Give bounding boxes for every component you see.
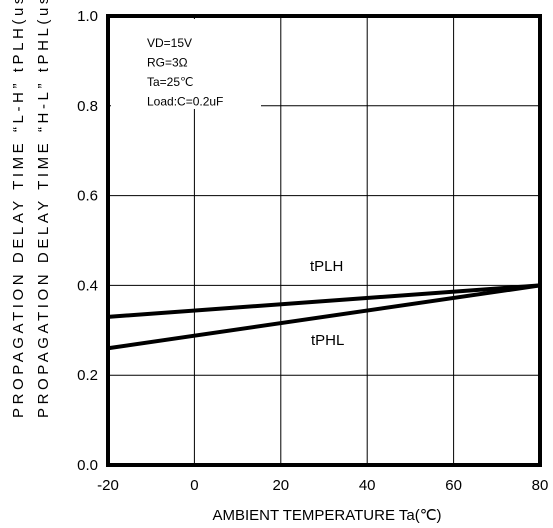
condition-ta: Ta=25℃ — [147, 75, 194, 89]
y-tick-label: 0.4 — [77, 277, 98, 294]
grid — [108, 16, 540, 465]
condition-load: Load:C=0.2uF — [147, 95, 223, 109]
y-axis-label-tphl: PROPAGATION DELAY TIME “H-L” tPHL(us) — [35, 0, 52, 418]
x-tick-label: 0 — [190, 477, 198, 494]
y-tick-label: 0.8 — [77, 98, 98, 115]
x-tick-label: 40 — [359, 477, 376, 494]
condition-rg: RG=3Ω — [147, 56, 188, 70]
condition-vd: VD=15V — [147, 36, 192, 50]
series-label-tplh: tPLH — [310, 258, 343, 275]
x-tick-label: 80 — [532, 477, 549, 494]
y-tick-label: 0.0 — [77, 457, 98, 474]
series: tPLH tPHL — [107, 258, 541, 351]
series-line-tplh — [107, 283, 541, 319]
conditions-background — [111, 19, 261, 109]
x-tick-label: 60 — [445, 477, 462, 494]
y-tick-label: 0.6 — [77, 188, 98, 205]
series-line-tphl — [107, 283, 541, 351]
y-axis-label-tplh: PROPAGATION DELAY TIME “L-H” tPLH(us) — [10, 0, 27, 418]
x-tick-label: -20 — [97, 477, 119, 494]
series-label-tphl: tPHL — [311, 332, 344, 349]
x-axis-label: AMBIENT TEMPERATURE Ta(℃) — [212, 507, 441, 524]
plot-frame — [106, 14, 542, 467]
x-tick-label: 20 — [272, 477, 289, 494]
y-tick-label: 1.0 — [77, 8, 98, 25]
conditions-box: VD=15V RG=3Ω Ta=25℃ Load:C=0.2uF — [111, 19, 261, 109]
y-tick-label: 0.2 — [77, 367, 98, 384]
tick-labels: -20 0 20 40 60 80 0.0 0.2 0.4 0.6 0.8 1.0 — [77, 8, 548, 494]
